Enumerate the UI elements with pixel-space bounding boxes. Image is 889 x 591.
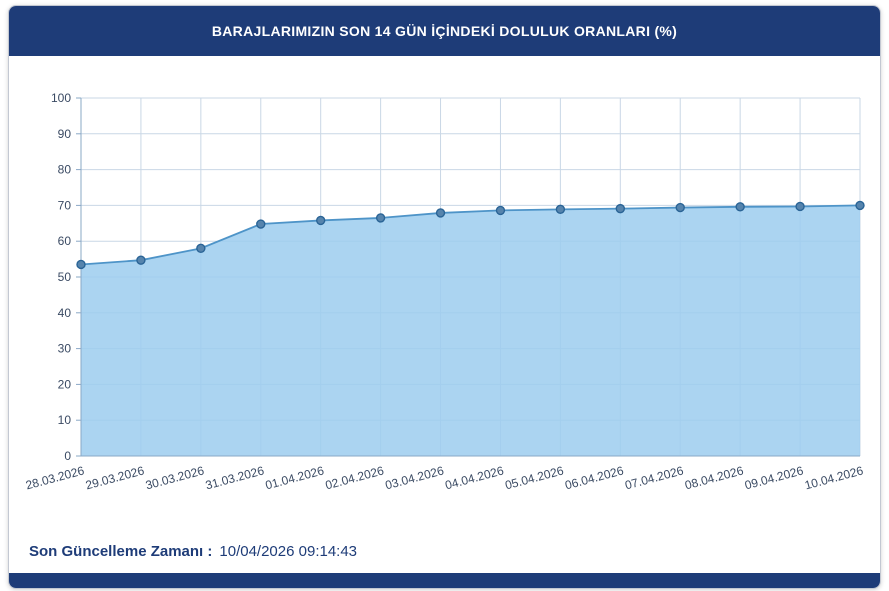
data-point[interactable] bbox=[675, 202, 685, 213]
svg-text:01.04.2026: 01.04.2026 bbox=[264, 463, 326, 492]
area-fill bbox=[81, 205, 860, 456]
svg-text:80: 80 bbox=[58, 163, 72, 177]
svg-text:07.04.2026: 07.04.2026 bbox=[623, 463, 685, 492]
svg-text:08.04.2026: 08.04.2026 bbox=[683, 463, 745, 492]
data-point[interactable] bbox=[435, 208, 446, 218]
data-point[interactable] bbox=[76, 259, 86, 270]
svg-text:0: 0 bbox=[64, 449, 71, 463]
svg-text:28.03.2026: 28.03.2026 bbox=[24, 463, 86, 492]
svg-text:60: 60 bbox=[58, 234, 72, 248]
svg-text:70: 70 bbox=[58, 198, 72, 212]
chart-title-bar: BARAJLARIMIZIN SON 14 GÜN İÇİNDEKİ DOLUL… bbox=[9, 6, 880, 56]
svg-text:05.04.2026: 05.04.2026 bbox=[504, 463, 566, 492]
svg-text:40: 40 bbox=[58, 306, 72, 320]
svg-text:20: 20 bbox=[58, 377, 72, 391]
data-point[interactable] bbox=[495, 205, 506, 216]
svg-text:06.04.2026: 06.04.2026 bbox=[563, 463, 625, 492]
svg-text:100: 100 bbox=[51, 91, 71, 105]
svg-text:04.04.2026: 04.04.2026 bbox=[444, 463, 506, 492]
data-point-markers[interactable] bbox=[76, 200, 865, 270]
data-point[interactable] bbox=[735, 202, 745, 212]
data-point[interactable] bbox=[375, 213, 386, 223]
svg-text:10: 10 bbox=[58, 413, 72, 427]
svg-text:31.03.2026: 31.03.2026 bbox=[204, 463, 266, 492]
data-point[interactable] bbox=[256, 219, 266, 229]
last-update-value: 10/04/2026 09:14:43 bbox=[219, 542, 358, 560]
area-chart: 0 10 20 30 40 50 60 70 80 90 100 28.03.202629.03.20… bbox=[24, 91, 865, 492]
axes bbox=[76, 97, 860, 457]
data-point[interactable] bbox=[196, 243, 206, 254]
last-update-label: Son Güncelleme Zamanı : bbox=[29, 542, 213, 560]
data-point[interactable] bbox=[136, 255, 146, 265]
svg-text:50: 50 bbox=[58, 270, 72, 284]
chart-container: 0 10 20 30 40 50 60 70 80 90 100 28.03.2026 29.03.20… bbox=[9, 56, 880, 529]
dam-occupancy-card: BARAJLARIMIZIN SON 14 GÜN İÇİNDEKİ DOLUL… bbox=[8, 5, 881, 589]
data-point[interactable] bbox=[615, 203, 626, 214]
last-update-row: Son Güncelleme Zamanı : 10/04/2026 09:14… bbox=[9, 529, 880, 573]
data-point[interactable] bbox=[855, 200, 865, 211]
svg-text:90: 90 bbox=[58, 127, 72, 141]
svg-text:30.03.2026: 30.03.2026 bbox=[144, 463, 206, 492]
data-point[interactable] bbox=[795, 201, 805, 212]
svg-text:02.04.2026: 02.04.2026 bbox=[324, 463, 386, 492]
bottom-bar bbox=[9, 573, 880, 588]
svg-text:29.03.2026: 29.03.2026 bbox=[84, 463, 146, 492]
x-axis-labels: 28.03.202629.03.202630.03.202631.03.2026… bbox=[24, 463, 865, 492]
y-axis-labels: 0 10 20 30 40 50 60 70 80 90 100 bbox=[51, 91, 71, 463]
svg-text:09.04.2026: 09.04.2026 bbox=[743, 463, 805, 492]
series-line bbox=[80, 204, 861, 266]
data-point[interactable] bbox=[315, 215, 326, 226]
chart-title: BARAJLARIMIZIN SON 14 GÜN İÇİNDEKİ DOLUL… bbox=[211, 23, 678, 39]
svg-text:30: 30 bbox=[58, 342, 72, 356]
svg-text:10.04.2026: 10.04.2026 bbox=[803, 463, 865, 492]
svg-text:03.04.2026: 03.04.2026 bbox=[384, 463, 446, 492]
data-point[interactable] bbox=[555, 204, 566, 215]
